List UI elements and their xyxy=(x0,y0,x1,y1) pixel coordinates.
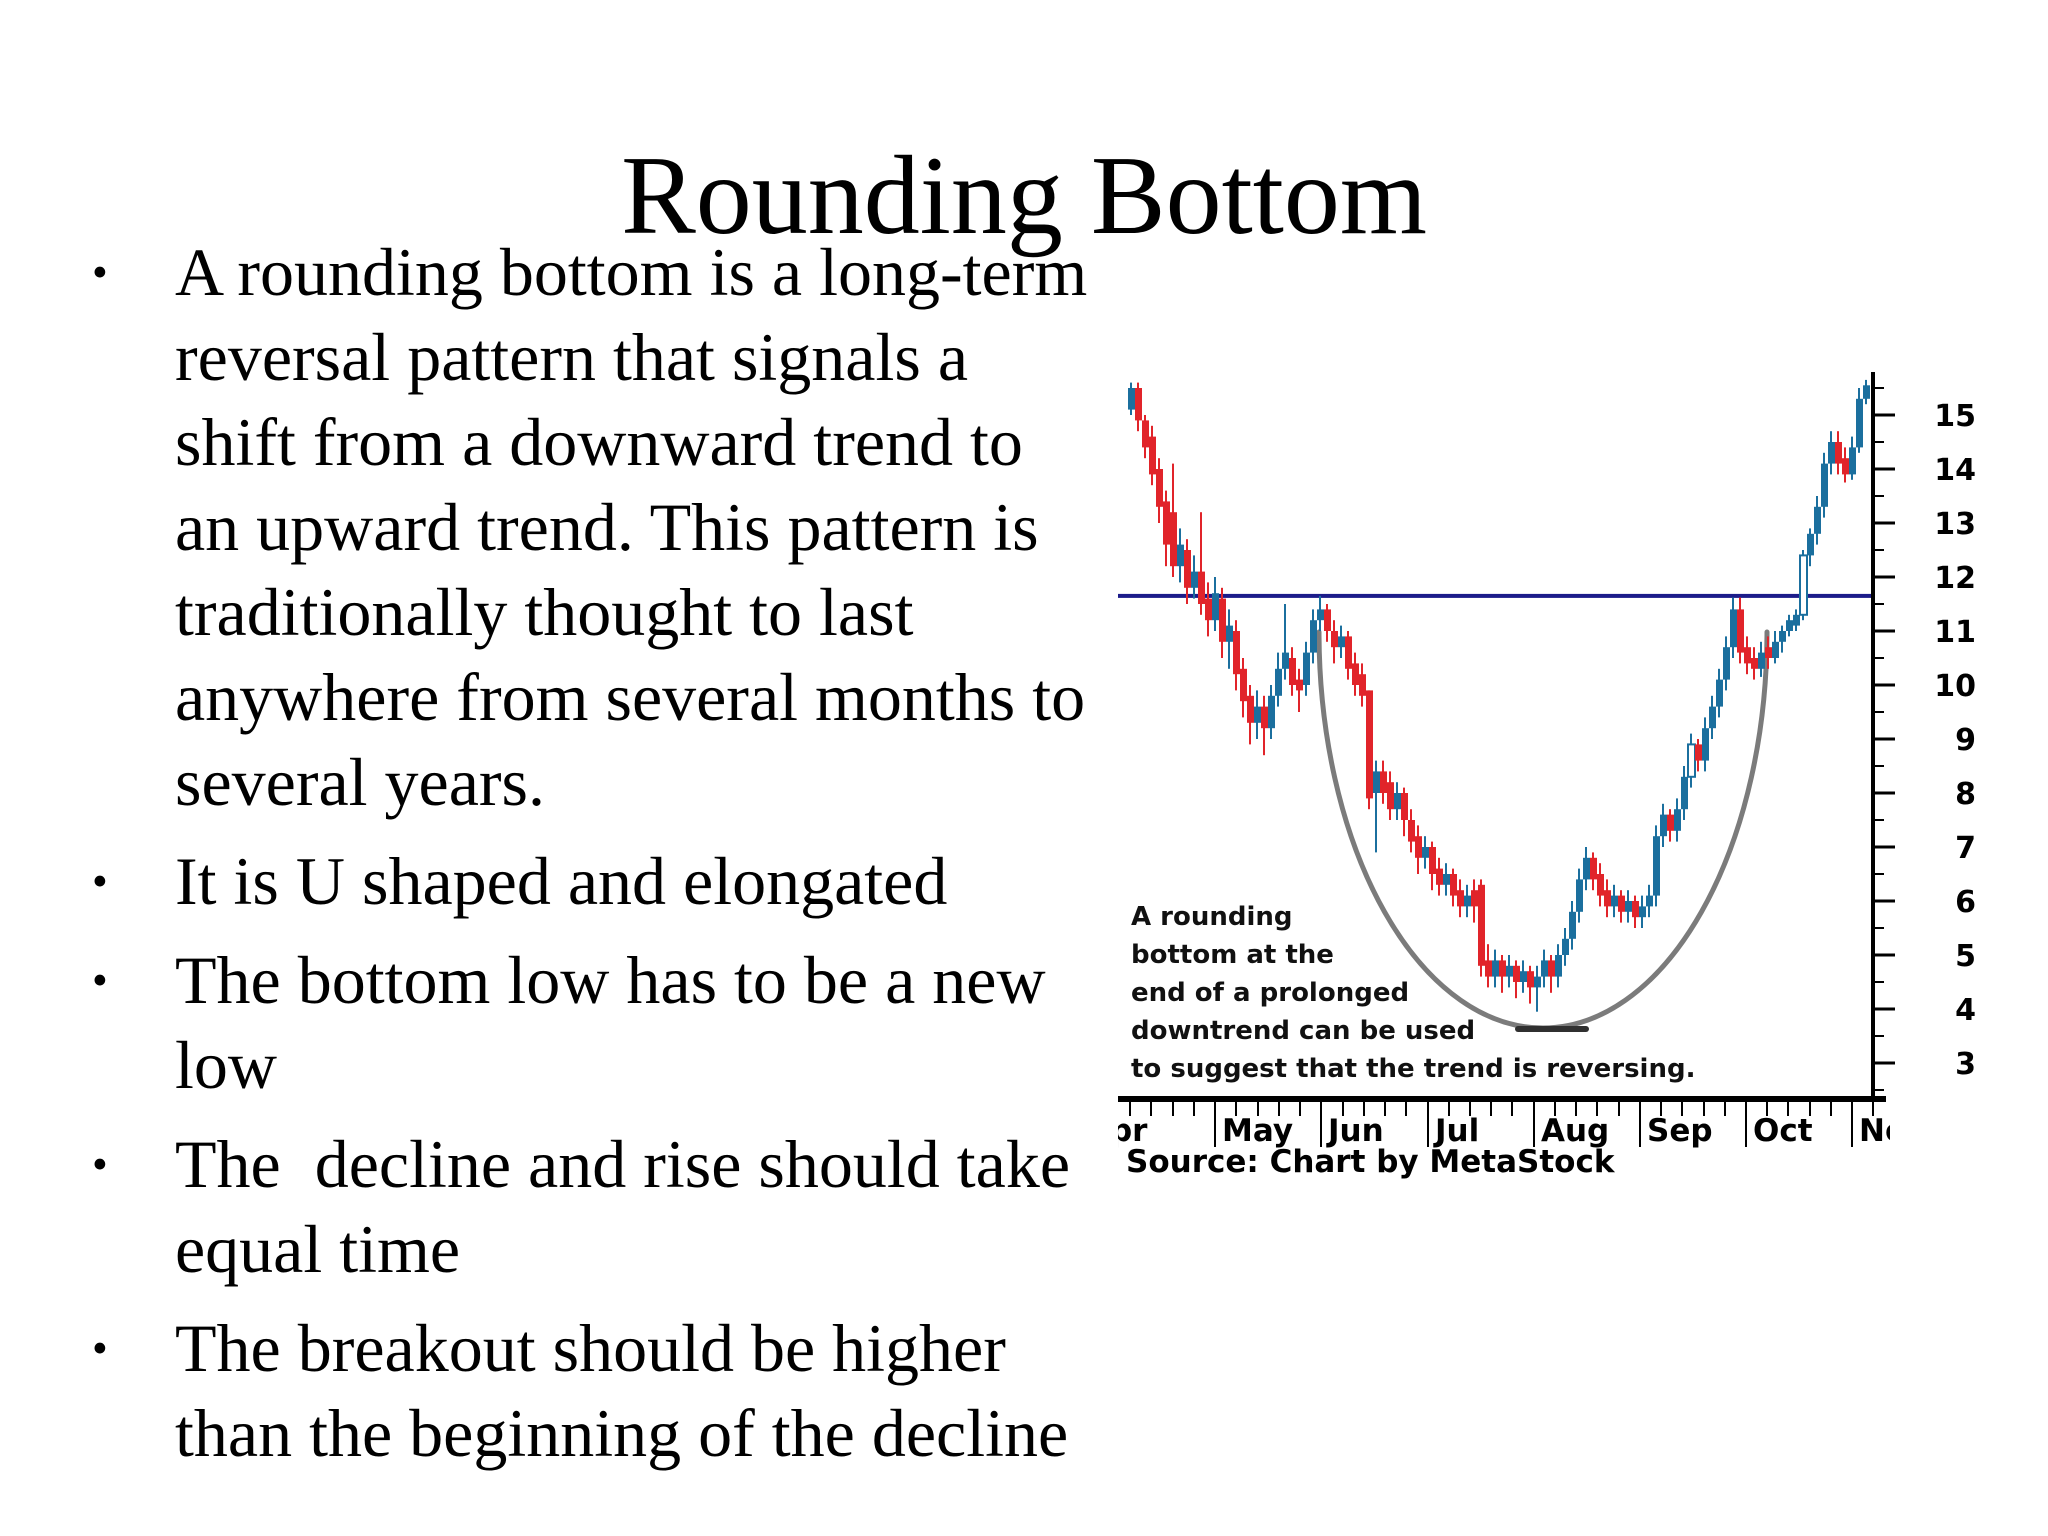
bullet-marker-icon: • xyxy=(92,1323,108,1373)
x-tick-label: Sep xyxy=(1647,1113,1713,1149)
slide-title: Rounding Bottom xyxy=(621,134,1427,259)
bullet-item: • The breakout should be higher than the… xyxy=(90,1306,1135,1476)
y-tick-label: 7 xyxy=(1955,831,1976,866)
y-axis-price-labels: 15 14 13 12 11 10 9 8 7 6 5 4 3 xyxy=(1934,399,1976,1082)
bullet-item: • The bottom low has to be a new low xyxy=(90,938,1135,1108)
y-tick-label: 5 xyxy=(1955,939,1976,974)
y-tick-label: 6 xyxy=(1955,885,1976,920)
price-chart-figure: Apr May Jun Jul Aug Sep Oct Nov 15 14 13 12 11 10 9 8 7 6… xyxy=(1118,370,2048,1230)
y-tick-label: 12 xyxy=(1934,561,1976,596)
chart-annotation: A rounding bottom at the end of a prolon… xyxy=(1131,902,1696,1084)
x-tick-label: Aug xyxy=(1541,1113,1609,1149)
bullet-item: • The decline and rise should take equal… xyxy=(90,1122,1135,1292)
candlestick-chart: Apr May Jun Jul Aug Sep Oct Nov 15 14 13 12 11 10 9 8 7 6… xyxy=(1118,372,1976,1180)
rounding-bottom-arc xyxy=(1316,629,1770,1032)
bullet-text: The breakout should be higher than the b… xyxy=(175,1310,1069,1471)
y-tick-label: 9 xyxy=(1955,723,1976,758)
y-tick-label: 11 xyxy=(1934,615,1976,650)
x-tick-label: Jul xyxy=(1433,1113,1479,1149)
resistance-line xyxy=(1118,593,1875,598)
chart-source-caption: Source: Chart by MetaStock xyxy=(1126,1144,1616,1180)
x-tick-label: Jun xyxy=(1326,1113,1384,1149)
x-tick-label: Oct xyxy=(1753,1113,1813,1149)
x-tick-label: Nov xyxy=(1859,1113,1926,1149)
candlestick-series xyxy=(1128,379,1870,1012)
y-tick-label: 10 xyxy=(1934,669,1976,704)
bullet-text: The bottom low has to be a new low xyxy=(175,942,1046,1103)
bullet-marker-icon: • xyxy=(92,1139,108,1189)
x-tick-label: May xyxy=(1222,1113,1293,1149)
bullet-text: The decline and rise should take equal t… xyxy=(175,1126,1071,1287)
y-tick-label: 8 xyxy=(1955,777,1976,812)
y-tick-label: 15 xyxy=(1934,399,1976,434)
bullet-text: It is U shaped and elongated xyxy=(175,843,948,919)
bullet-marker-icon: • xyxy=(92,856,108,906)
y-tick-label: 3 xyxy=(1955,1047,1976,1082)
x-tick-label: Apr xyxy=(1118,1113,1148,1149)
bullet-item: • It is U shaped and elongated xyxy=(90,839,1135,924)
bullet-marker-icon: • xyxy=(92,247,108,297)
bullet-marker-icon: • xyxy=(92,955,108,1005)
x-axis-month-labels: Apr May Jun Jul Aug Sep Oct Nov xyxy=(1118,1113,1926,1149)
y-tick-label: 4 xyxy=(1955,993,1976,1028)
bullet-list: • A rounding bottom is a long-term rever… xyxy=(90,230,1135,1476)
bullet-item: • A rounding bottom is a long-term rever… xyxy=(90,230,1135,825)
bullet-text: A rounding bottom is a long-term reversa… xyxy=(175,234,1088,820)
axes xyxy=(1118,372,1895,1147)
y-tick-label: 13 xyxy=(1934,507,1976,542)
y-tick-label: 14 xyxy=(1934,453,1976,488)
